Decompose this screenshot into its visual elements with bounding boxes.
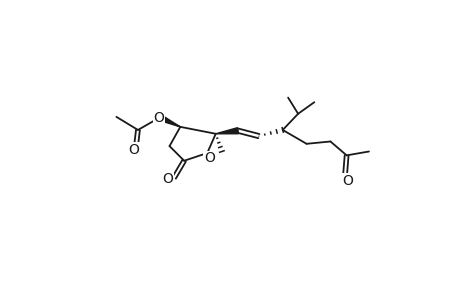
- Text: O: O: [162, 172, 173, 186]
- Text: O: O: [129, 143, 139, 157]
- Polygon shape: [215, 128, 238, 134]
- Text: O: O: [153, 111, 164, 125]
- Text: O: O: [342, 174, 353, 188]
- Polygon shape: [160, 116, 180, 127]
- Text: O: O: [204, 152, 214, 165]
